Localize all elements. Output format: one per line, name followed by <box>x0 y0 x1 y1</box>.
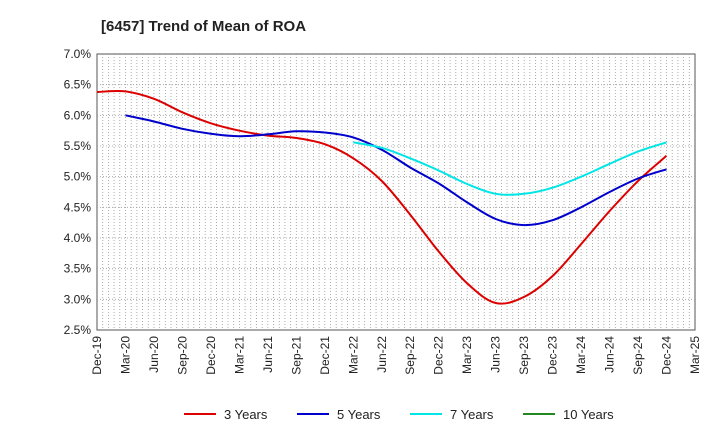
y-tick-label: 4.5% <box>64 200 92 214</box>
y-tick-label: 7.0% <box>64 47 92 61</box>
x-tick-label: Sep-22 <box>403 336 417 375</box>
y-tick-label: 5.5% <box>64 139 92 153</box>
x-tick-label: Sep-20 <box>175 336 189 375</box>
legend: 3 Years 5 Years 7 Years 10 Years <box>184 407 614 422</box>
legend-label-5-years: 5 Years <box>337 407 381 422</box>
x-tick-label: Dec-23 <box>546 336 560 375</box>
series-lines <box>96 90 668 305</box>
y-tick-label: 3.5% <box>64 262 92 276</box>
series-line-3-years <box>96 90 668 305</box>
x-tick-label: Dec-22 <box>432 336 446 375</box>
x-tick-label: Sep-23 <box>517 336 531 375</box>
x-tick-label: Dec-24 <box>660 336 674 375</box>
legend-label-3-years: 3 Years <box>224 407 268 422</box>
x-tick-label: Sep-21 <box>289 336 303 375</box>
y-tick-label: 2.5% <box>64 323 92 337</box>
series-line-7-years <box>353 141 667 196</box>
x-tick-label: Jun-20 <box>147 336 161 373</box>
plot-area <box>96 53 696 331</box>
x-tick-label: Dec-19 <box>90 336 104 375</box>
legend-label-7-years: 7 Years <box>450 407 494 422</box>
x-tick-label: Mar-25 <box>688 336 702 374</box>
y-axis: 2.5% 3.0% 3.5% 4.0% 4.5% 5.0% 5.5% 6.0% 6.5% 7.0% <box>64 47 92 337</box>
x-tick-label: Mar-21 <box>232 336 246 374</box>
x-tick-label: Mar-20 <box>118 336 132 374</box>
chart-title: [6457] Trend of Mean of ROA <box>101 18 306 35</box>
gridlines <box>97 54 695 330</box>
x-axis: Dec-19 Mar-20 Jun-20 Sep-20 Dec-20 Mar-21 Jun-… <box>90 336 702 375</box>
x-tick-label: Dec-21 <box>318 336 332 375</box>
x-tick-label: Mar-24 <box>574 336 588 374</box>
x-tick-label: Jun-21 <box>261 336 275 373</box>
x-tick-label: Dec-20 <box>204 336 218 375</box>
y-tick-label: 4.0% <box>64 231 92 245</box>
y-tick-label: 6.5% <box>64 78 92 92</box>
series-line-5-years <box>125 114 667 227</box>
y-tick-label: 3.0% <box>64 292 92 306</box>
x-tick-label: Jun-24 <box>603 336 617 373</box>
y-tick-label: 5.0% <box>64 170 92 184</box>
legend-label-10-years: 10 Years <box>563 407 614 422</box>
y-tick-label: 6.0% <box>64 108 92 122</box>
x-tick-label: Jun-22 <box>375 336 389 373</box>
x-tick-label: Jun-23 <box>489 336 503 373</box>
x-tick-label: Mar-23 <box>460 336 474 374</box>
x-tick-label: Sep-24 <box>631 336 645 375</box>
x-tick-label: Mar-22 <box>346 336 360 374</box>
